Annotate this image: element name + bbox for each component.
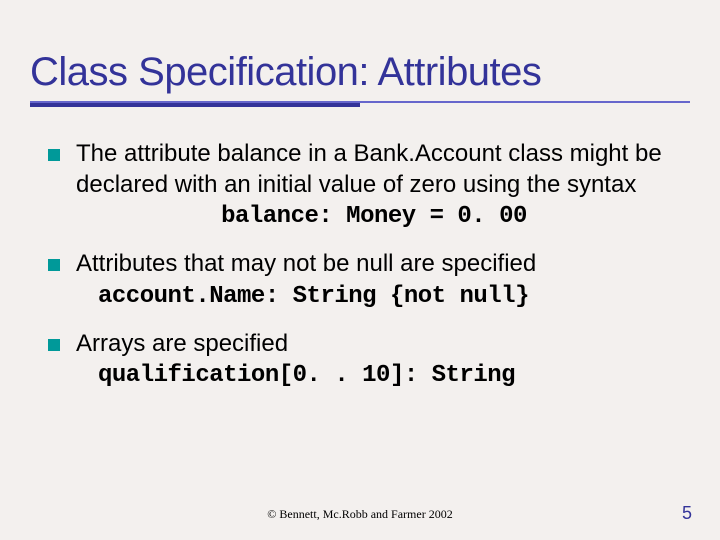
item-text-run: Attributes that may not be null are spec… [76,250,536,277]
item-code: account.Name: String {not null} [76,282,672,313]
slide-title: Class Specification: Attributes [0,0,720,97]
slide-body: The attribute balance in a Bank.Account … [0,117,720,392]
page-number: 5 [682,503,692,524]
item-text: The attribute balance in a Bank.Account … [76,139,672,233]
item-text-run: The attribute balance in a Bank.Account … [76,140,662,198]
slide: Class Specification: Attributes The attr… [0,0,720,540]
item-code: qualification[0. . 10]: String [76,361,672,392]
item-text-run: Arrays are specified [76,330,288,357]
list-item: The attribute balance in a Bank.Account … [48,139,672,233]
list-item: Arrays are specified qualification[0. . … [48,329,672,392]
rule-bottom [30,103,360,107]
list-item: Attributes that may not be null are spec… [48,249,672,312]
item-text: Attributes that may not be null are spec… [76,249,672,312]
item-text: Arrays are specified qualification[0. . … [76,329,672,392]
bullet-icon [48,339,60,351]
footer-copyright: © Bennett, Mc.Robb and Farmer 2002 [0,507,720,522]
bullet-icon [48,149,60,161]
bullet-icon [48,259,60,271]
item-code: balance: Money = 0. 00 [76,202,672,233]
